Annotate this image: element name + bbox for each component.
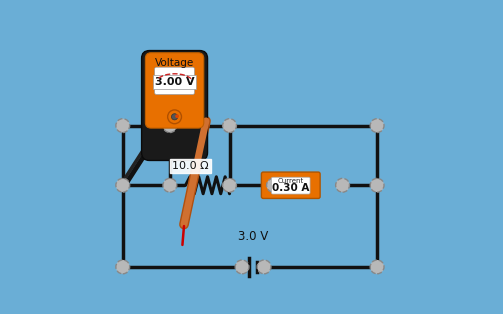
Circle shape	[267, 178, 280, 192]
Circle shape	[370, 178, 384, 192]
Circle shape	[370, 260, 384, 274]
Text: Current: Current	[278, 178, 304, 184]
Circle shape	[116, 178, 130, 192]
Circle shape	[116, 119, 130, 133]
FancyBboxPatch shape	[272, 177, 310, 194]
Circle shape	[167, 110, 182, 124]
Text: 3.0 V: 3.0 V	[238, 230, 268, 243]
Text: 3.00 V: 3.00 V	[155, 77, 194, 87]
FancyBboxPatch shape	[145, 53, 204, 128]
Circle shape	[223, 119, 236, 133]
FancyBboxPatch shape	[154, 67, 195, 95]
Circle shape	[223, 178, 236, 192]
Text: Voltage: Voltage	[155, 57, 194, 68]
Circle shape	[257, 260, 271, 274]
Circle shape	[163, 178, 177, 192]
Circle shape	[336, 178, 350, 192]
FancyBboxPatch shape	[142, 51, 208, 160]
Text: 0.30 A: 0.30 A	[272, 183, 309, 193]
Circle shape	[172, 114, 178, 120]
Text: 10.0 Ω: 10.0 Ω	[172, 161, 209, 171]
FancyBboxPatch shape	[262, 172, 320, 198]
Circle shape	[175, 114, 179, 118]
Circle shape	[235, 260, 249, 274]
Circle shape	[163, 119, 177, 133]
Circle shape	[370, 119, 384, 133]
Circle shape	[116, 260, 130, 274]
